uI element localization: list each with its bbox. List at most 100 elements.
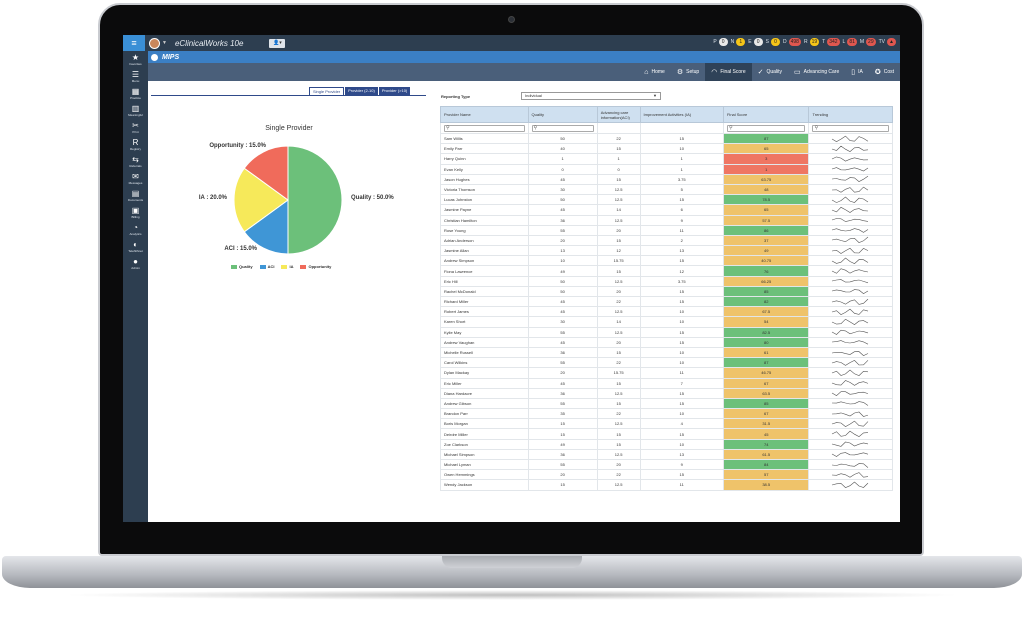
table-row[interactable]: Michelle Russell 36 15 10 61 bbox=[440, 346, 893, 359]
table-row[interactable]: Lucas Johnston 50 12.5 15 78.5 bbox=[440, 194, 893, 206]
table-row[interactable]: Boris Morgan 15 12.5 4 31.5 bbox=[440, 418, 893, 430]
sidebar-item-label: Referrals bbox=[129, 163, 142, 168]
trend-sparkline bbox=[831, 218, 868, 223]
hamburger-menu-icon[interactable]: ≡ bbox=[123, 35, 145, 51]
table-row[interactable]: Kylie May 55 12.5 15 82.5 bbox=[440, 326, 893, 338]
sidebar-item-registry[interactable]: R Registry bbox=[123, 136, 148, 153]
table-row[interactable]: Dylan Mackay 20 15.75 11 46.75 bbox=[440, 367, 893, 379]
home-icon: ⌂ bbox=[644, 68, 649, 76]
nav-home[interactable]: ⌂ Home bbox=[638, 63, 671, 81]
table-row[interactable]: Richard Miller 45 22 15 82 bbox=[440, 295, 893, 308]
cell-ia: 10 bbox=[639, 408, 724, 420]
table-row[interactable]: Sam Willis 50 22 15 87 bbox=[440, 132, 893, 145]
table-row[interactable]: Harry Quinn 1 1 1 3 bbox=[440, 153, 893, 165]
pie-slice-opportunity[interactable] bbox=[243, 145, 289, 201]
table-row[interactable]: Victoria Thomson 30 12.5 5 48 bbox=[440, 183, 893, 196]
column-header[interactable]: Final Score bbox=[722, 106, 810, 123]
table-row[interactable]: Andrew Gibson 55 15 15 85 bbox=[440, 397, 893, 410]
pie-slice-quality[interactable] bbox=[287, 145, 343, 255]
table-row[interactable]: Wendy Jackson 15 12.5 11 38.5 bbox=[440, 479, 893, 491]
filter-search-input[interactable] bbox=[726, 124, 806, 132]
table-row[interactable]: Michael Simpson 36 12.5 13 61.5 bbox=[440, 448, 893, 461]
table-row[interactable]: Jasmine Allan 13 12 13 49 bbox=[440, 245, 893, 257]
counter-t[interactable]: T 342 bbox=[822, 38, 840, 46]
nav-final-score[interactable]: ◠ Final Score bbox=[705, 63, 752, 81]
avatar[interactable] bbox=[149, 37, 160, 49]
table-row[interactable]: Jason Hughes 45 15 3.75 63.75 bbox=[440, 173, 893, 185]
counter-badge: 29 bbox=[866, 38, 876, 46]
legend-item-quality[interactable]: Quality bbox=[231, 264, 253, 269]
sidebar-item-messages[interactable]: ✉ Messages bbox=[123, 170, 148, 187]
table-row[interactable]: Rachel McDonald 50 20 15 85 bbox=[440, 285, 893, 298]
table-row[interactable]: Zoe Clarkson 49 15 10 74 bbox=[440, 438, 893, 450]
sidebar-item-referrals[interactable]: ⇆ Referrals bbox=[123, 153, 148, 170]
sidebar-item-meaningful[interactable]: ▥ Meaningful bbox=[123, 102, 148, 119]
table-row[interactable]: Carol Wilkins 55 22 10 87 bbox=[440, 357, 893, 369]
table-row[interactable]: Andrew Simpson 10 15.75 15 40.75 bbox=[440, 255, 893, 267]
table-row[interactable]: Karen Short 30 14 10 54 bbox=[440, 316, 893, 328]
sidebar-item-documents[interactable]: ▤ Documents bbox=[123, 187, 148, 204]
nav-advancing-care[interactable]: ▭ Advancing Care bbox=[788, 63, 845, 81]
table-row[interactable]: Evan Kelly 0 0 1 1 bbox=[440, 163, 893, 175]
column-header[interactable]: Advancing care information(ACI) bbox=[596, 106, 641, 123]
table-row[interactable]: Christian Hamilton 36 12.5 9 57.5 bbox=[440, 214, 893, 226]
cell-aci: 15 bbox=[596, 377, 641, 389]
tab-single-provider[interactable]: Single Provider bbox=[309, 87, 345, 95]
table-row[interactable]: Owen Hemmings 20 22 15 57 bbox=[440, 469, 893, 481]
counter-l[interactable]: L 81 bbox=[843, 38, 857, 46]
tab-provider-2-10-[interactable]: Provider (2-10) bbox=[345, 87, 378, 95]
table-row[interactable]: Michael Lyman 55 20 9 84 bbox=[440, 458, 893, 471]
table-row[interactable]: Diana Hardacre 36 12.5 15 63.5 bbox=[440, 387, 893, 399]
sidebar-item-billing[interactable]: ▣ Billing bbox=[123, 204, 148, 221]
counter-m[interactable]: M 29 bbox=[860, 38, 876, 46]
nav-setup[interactable]: ⚙ Setup bbox=[671, 63, 705, 81]
table-row[interactable]: Fiona Lawrence 49 15 12 76 bbox=[440, 265, 893, 277]
counter-r[interactable]: R 19 bbox=[804, 38, 820, 46]
sidebar-item-telehlthnet[interactable]: ◐ Telehlthnet bbox=[123, 238, 148, 255]
column-header[interactable]: Quality bbox=[527, 106, 598, 123]
user-switch-button[interactable]: 👤▾ bbox=[269, 38, 286, 48]
table-row[interactable]: Brandon Parr 35 22 10 67 bbox=[440, 408, 893, 420]
nav-quality[interactable]: ✓ Quality bbox=[752, 63, 788, 81]
column-header[interactable]: Trending bbox=[808, 106, 893, 123]
filter-search-input[interactable] bbox=[812, 124, 889, 132]
table-row[interactable]: Rose Young 55 20 11 86 bbox=[440, 224, 893, 236]
column-header[interactable]: Improvement Activities (IA) bbox=[639, 106, 724, 123]
avatar-caret-icon[interactable]: ▼ bbox=[162, 40, 167, 46]
reporting-type-select[interactable]: Individual ▼ bbox=[521, 92, 661, 100]
filter-search-input[interactable] bbox=[444, 124, 525, 132]
table-row[interactable]: Jasmine Payne 45 14 6 65 bbox=[440, 204, 893, 216]
column-header[interactable]: Provider Name bbox=[440, 106, 529, 123]
table-row[interactable]: Andrew Vaughan 45 20 15 80 bbox=[440, 336, 893, 348]
table-row[interactable]: Emily Parr 40 15 10 65 bbox=[440, 143, 893, 155]
table-row[interactable]: Adrian Anderson 20 15 2 37 bbox=[440, 234, 893, 247]
trend-sparkline bbox=[831, 340, 868, 345]
table-row[interactable]: Robert James 45 12.5 10 67.5 bbox=[440, 306, 893, 318]
sidebar-item-analytics[interactable]: ◔ Analytics bbox=[123, 221, 148, 238]
table-row[interactable]: Eric Miller 45 15 7 67 bbox=[440, 377, 893, 389]
sidebar-item-print[interactable]: ✂ Print bbox=[123, 119, 148, 136]
tab-provider-10-[interactable]: Provider (>10) bbox=[378, 87, 411, 95]
sidebar-item-menu[interactable]: ☰ Menu bbox=[123, 68, 148, 85]
sidebar-item-favorites[interactable]: ★ Favorites bbox=[123, 51, 148, 68]
filter-search-input[interactable] bbox=[531, 124, 594, 132]
cell-score: 82 bbox=[722, 295, 810, 308]
cell-name: Kylie May bbox=[440, 326, 529, 338]
pie-slice-aci[interactable] bbox=[243, 199, 289, 255]
sidebar-item-admin[interactable]: ● Admin bbox=[123, 255, 148, 272]
legend-item-aci[interactable]: ACI bbox=[259, 264, 274, 269]
counter-tv[interactable]: TV ▲ bbox=[879, 38, 896, 46]
sidebar-item-practice[interactable]: ▦ Practice bbox=[123, 85, 148, 102]
nav-ia[interactable]: ▯ IA bbox=[845, 63, 869, 81]
legend-item-ia[interactable]: IA bbox=[281, 264, 293, 269]
table-row[interactable]: Deirdre Miller 15 15 15 45 bbox=[440, 428, 893, 440]
legend-item-opportunity[interactable]: Opportunity bbox=[300, 264, 331, 269]
pie-slice-ia[interactable] bbox=[233, 167, 289, 233]
table-row[interactable]: Eric Hill 50 12.5 3.75 66.25 bbox=[440, 275, 893, 287]
nav-cost[interactable]: ✪ Cost bbox=[869, 63, 900, 81]
counter-d[interactable]: D 498 bbox=[783, 38, 801, 46]
